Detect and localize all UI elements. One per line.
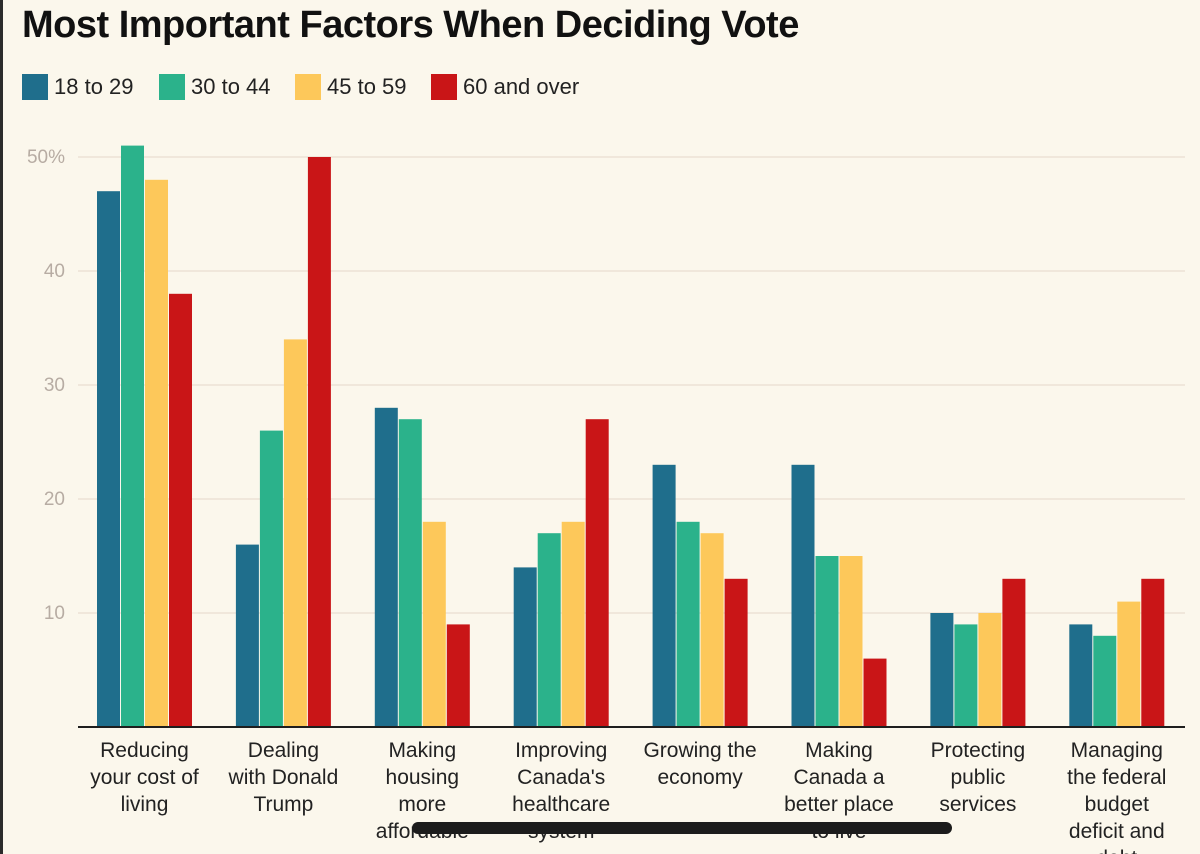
bar [307,157,331,727]
bar [513,567,537,727]
bar [724,578,748,727]
bar [235,544,259,727]
x-tick-label: Protecting public services [931,739,1026,816]
bar [652,464,676,727]
legend-swatch [295,74,321,100]
bar [374,407,398,727]
bar [259,430,283,727]
bar [561,521,585,727]
bar [283,339,307,727]
x-tick-label: Growing the economy [643,739,756,789]
y-tick-label: 20 [44,489,65,510]
bar [978,613,1002,727]
bar [839,556,863,727]
bar [954,624,978,727]
legend-swatch [22,74,48,100]
bar [145,179,168,728]
home-indicator[interactable] [412,822,952,834]
legend-swatch [159,74,185,100]
legend-swatch [431,74,457,100]
bar [676,521,700,727]
bar [1002,578,1026,727]
y-tick-label: 40 [44,261,65,282]
chart-title: Most Important Factors When Deciding Vot… [22,4,799,46]
bar [446,624,470,727]
legend-label: 60 and over [463,74,580,99]
bar [169,293,192,727]
bar [815,556,839,727]
bar [537,533,561,727]
y-tick-label: 50% [27,147,65,168]
bar [1117,601,1141,727]
bar [1069,624,1093,727]
bar [930,613,954,727]
window-edge [0,0,3,854]
bar [791,464,815,727]
legend-label: 45 to 59 [327,74,407,99]
legend-label: 30 to 44 [191,74,271,99]
bar [585,419,609,727]
bar [700,533,724,727]
bar [398,419,422,727]
bar [121,145,144,728]
bar [1093,635,1117,727]
bar [1141,578,1165,727]
legend-label: 18 to 29 [54,74,134,99]
x-tick-label: Reducing your cost of living [90,739,199,816]
bar [863,658,887,727]
bar [97,191,120,727]
bar [422,521,446,727]
x-tick-label: Dealing with Donald Trump [228,739,339,816]
y-tick-label: 10 [44,603,65,624]
y-tick-label: 30 [44,375,65,396]
